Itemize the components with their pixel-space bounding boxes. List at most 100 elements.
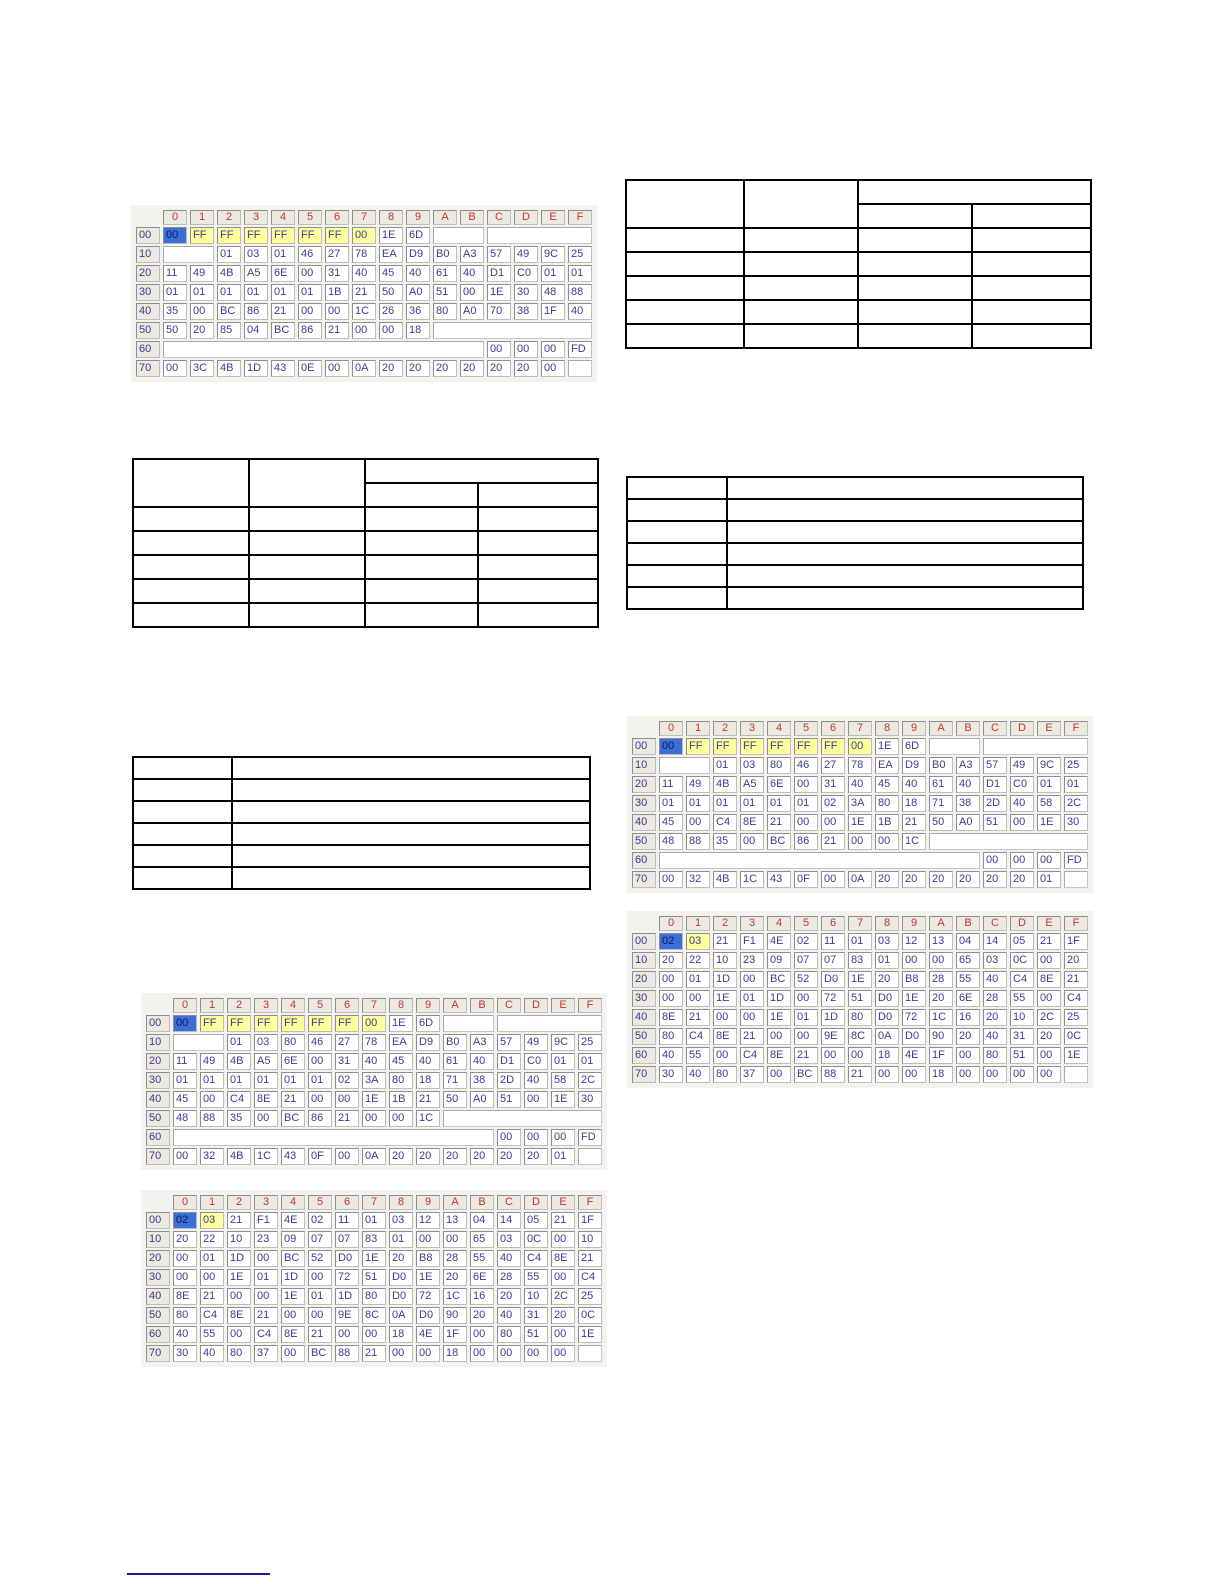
hex-cell: 8E <box>767 1047 791 1064</box>
hex-cell: 31 <box>325 265 349 282</box>
hex-cell: 20 <box>379 360 403 377</box>
hex-cell: FF <box>794 738 818 755</box>
hex-cell: 28 <box>443 1250 467 1267</box>
hex-cell: 25 <box>578 1288 602 1305</box>
hex-cell: 48 <box>659 833 683 850</box>
hex-cell: 55 <box>686 1047 710 1064</box>
empty-cell <box>743 251 859 277</box>
hex-cell: 01 <box>244 284 268 301</box>
hex-cell: 00 <box>497 1129 521 1146</box>
empty-cell <box>132 822 233 846</box>
hex-cell: FF <box>308 1015 332 1032</box>
hex-cell: 30 <box>173 1345 197 1362</box>
hex-cell: 27 <box>335 1034 359 1051</box>
hex-cell: 00 <box>227 1326 251 1343</box>
hex-cell: 20 <box>659 952 683 969</box>
hex-cell: FD <box>578 1129 602 1146</box>
hex-cell: 4B <box>217 360 241 377</box>
hex-cell: 01 <box>190 284 214 301</box>
hex-cell: 04 <box>956 933 980 950</box>
empty-cell <box>364 506 479 532</box>
hex-cell: 00 <box>740 971 764 988</box>
hex-cell: 38 <box>514 303 538 320</box>
hex-cell: 65 <box>470 1231 494 1248</box>
hex-cell: 8E <box>227 1307 251 1324</box>
hex-col-header: E <box>1037 916 1061 931</box>
hex-cell: 00 <box>254 1288 278 1305</box>
empty-cell <box>248 506 366 532</box>
hex-col-header: D <box>524 1195 548 1210</box>
hex-cell: 00 <box>173 1269 197 1286</box>
hex-cell: 40 <box>406 265 430 282</box>
hex-cell: 2C <box>551 1288 575 1305</box>
hex-col-header: E <box>1037 721 1061 736</box>
hex-col-header: D <box>524 998 548 1013</box>
hex-cell: 01 <box>740 990 764 1007</box>
hex-col-header: A <box>443 998 467 1013</box>
hex-cell: 20 <box>497 1148 521 1165</box>
hex-cell: FF <box>325 227 349 244</box>
hex-cell: 55 <box>470 1250 494 1267</box>
hex-row-label: 40 <box>136 303 160 320</box>
hex-cell: 27 <box>325 246 349 263</box>
hex-col-header: 0 <box>659 916 683 931</box>
hex-cell: 18 <box>443 1345 467 1362</box>
hex-cell: 11 <box>659 776 683 793</box>
hex-empty-cell <box>487 227 592 244</box>
hex-cell: 02 <box>821 795 845 812</box>
hex-col-header: 6 <box>821 721 845 736</box>
hex-cell: 01 <box>713 795 737 812</box>
hex-cell: C0 <box>514 265 538 282</box>
hex-cell: 07 <box>308 1231 332 1248</box>
hex-cell: 00 <box>497 1345 521 1362</box>
hex-cell: 00 <box>1037 852 1061 869</box>
hex-cell: 1C <box>443 1288 467 1305</box>
hex-cell: 86 <box>244 303 268 320</box>
hex-col-header: 5 <box>308 1195 332 1210</box>
hex-cell: 40 <box>497 1250 521 1267</box>
hex-cell: 18 <box>929 1066 953 1083</box>
hex-cell: 21 <box>1037 933 1061 950</box>
hex-cell: 00 <box>281 1345 305 1362</box>
hex-row-label: 00 <box>136 227 160 244</box>
hex-cell: 01 <box>794 795 818 812</box>
hex-cell: D9 <box>416 1034 440 1051</box>
hex-empty-cell <box>568 360 592 377</box>
hex-cell: 05 <box>1010 933 1034 950</box>
hex-cell: 90 <box>443 1307 467 1324</box>
hex-cell: 04 <box>470 1212 494 1229</box>
hex-cell: 50 <box>929 814 953 831</box>
hex-col-header: 5 <box>794 721 818 736</box>
hex-cell: 88 <box>335 1345 359 1362</box>
hex-cell: 00 <box>794 776 818 793</box>
hex-empty-cell <box>1064 1066 1088 1083</box>
empty-cell <box>726 564 1084 588</box>
hex-row-label: 00 <box>146 1015 170 1032</box>
empty-cell <box>248 578 366 604</box>
hex-cell: 1C <box>254 1148 278 1165</box>
hex-cell: 01 <box>254 1269 278 1286</box>
empty-cell <box>364 554 479 580</box>
hex-cell: 49 <box>200 1053 224 1070</box>
hex-cell: 01 <box>271 284 295 301</box>
hex-cell: 51 <box>983 814 1007 831</box>
hex-col-header: F <box>568 210 592 225</box>
hex-cell: 1E <box>379 227 403 244</box>
hex-grid-corner <box>632 721 656 736</box>
hex-cell: 40 <box>1010 795 1034 812</box>
hex-dump-table-top-left: 0 1 2 3 4 5 6 7 8 9 A B C D E F 00 00 FF FF FF FF FF FF 00 1E 6D 10… <box>131 205 597 382</box>
hex-cell: C4 <box>713 814 737 831</box>
hex-cell: 01 <box>308 1072 332 1089</box>
hex-cell: 1C <box>740 871 764 888</box>
hex-cell: 20 <box>875 971 899 988</box>
hex-cell: D0 <box>875 1009 899 1026</box>
hex-col-header: 7 <box>362 998 386 1013</box>
hex-empty-cell <box>1064 871 1088 888</box>
hex-cell: C4 <box>686 1028 710 1045</box>
empty-cell <box>132 778 233 802</box>
empty-cell <box>857 179 1092 205</box>
hex-cell: 25 <box>578 1034 602 1051</box>
empty-cell <box>626 586 728 610</box>
hex-cell: 01 <box>271 246 295 263</box>
hex-empty-cell <box>578 1345 602 1362</box>
